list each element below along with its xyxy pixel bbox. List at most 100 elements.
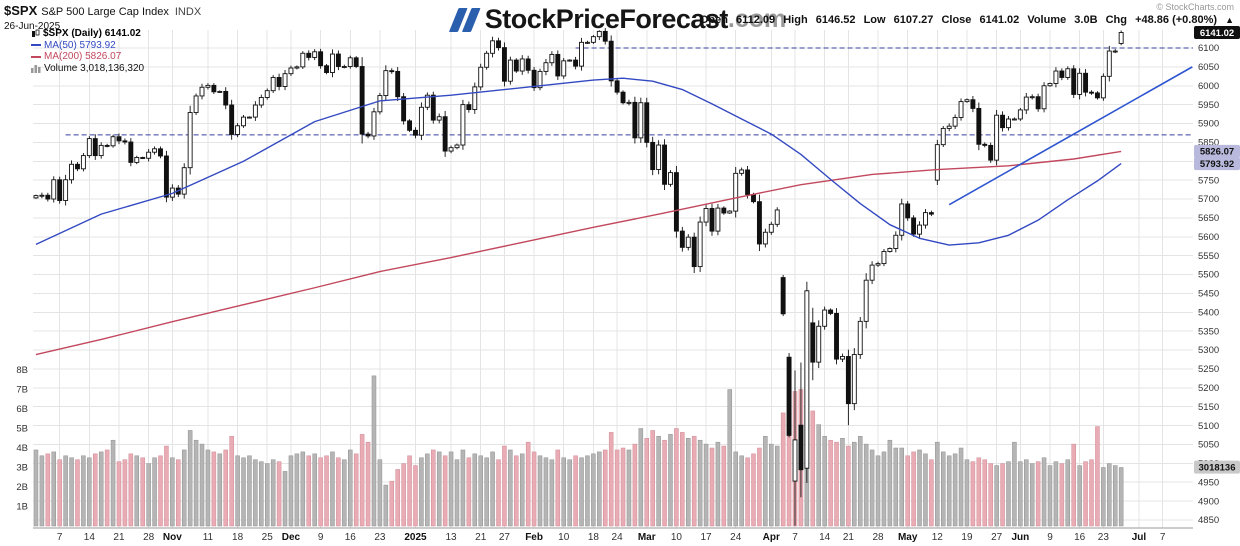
svg-text:18: 18 [232,532,244,543]
svg-text:14: 14 [84,532,96,543]
candlestick-icon [32,29,40,37]
svg-text:4B: 4B [16,443,28,454]
svg-text:21: 21 [843,532,855,543]
date-axis-labels: 7 14 21 28 Nov 11 18 25 Dec 9 16 23 2025 13 21 27 Feb 10 1… [57,532,1166,543]
svg-text:18: 18 [588,532,600,543]
ma200-marker [31,55,41,58]
svg-text:5900: 5900 [1198,119,1219,130]
svg-text:16: 16 [1074,532,1086,543]
ma200-line [35,150,1122,356]
svg-text:17: 17 [700,532,712,543]
close-label: Close [941,14,972,26]
volume-label: Volume [1027,14,1067,26]
volume-value: 3.0B [1074,14,1098,26]
exchange: INDX [174,6,202,18]
svg-text:7: 7 [792,532,798,543]
svg-text:8B: 8B [16,365,28,376]
svg-text:25: 25 [262,532,274,543]
open-label: Open [699,14,728,26]
svg-text:5550: 5550 [1198,251,1219,262]
price-axis-labels: 6100 6050 6000 5950 5900 5850 5750 5700 5650 5600… [1198,43,1219,526]
svg-text:9: 9 [318,532,324,543]
chart-date: 26-Jun-2025 [4,21,61,32]
logo-tld-text: .com [727,5,787,33]
brand-logo: StockPriceForecast .com [448,4,787,35]
svg-text:7: 7 [1160,532,1166,543]
svg-text:5950: 5950 [1198,100,1219,111]
ma50-line [35,77,1122,246]
svg-text:5650: 5650 [1198,213,1219,224]
symbol: $SPX [4,3,38,18]
svg-text:Jul: Jul [1132,532,1147,543]
svg-text:5050: 5050 [1198,440,1219,451]
svg-text:6050: 6050 [1198,62,1219,73]
svg-text:16: 16 [345,532,357,543]
legend-volume-label: Volume 3,018,136,320 [44,62,145,74]
svg-text:27: 27 [991,532,1003,543]
svg-text:13: 13 [446,532,458,543]
volume-bars-icon [31,64,41,73]
svg-text:21: 21 [113,532,125,543]
svg-text:9: 9 [1047,532,1053,543]
high-label: High [783,14,808,26]
svg-text:Nov: Nov [163,532,182,543]
high-value: 6146.52 [815,14,856,26]
svg-text:5450: 5450 [1198,289,1219,300]
index-name: S&P 500 Large Cap Index [41,6,169,18]
last-price-label: 6141.02 [1194,26,1240,40]
svg-text:5100: 5100 [1198,421,1219,432]
trendline [948,66,1193,206]
ma200-value-label: 5826.07 [1194,144,1240,158]
svg-text:Mar: Mar [638,532,656,543]
legend-ma200-label: MA(200) 5826.07 [44,51,122,62]
chg-label: Chg [1105,14,1127,26]
svg-text:5793.92: 5793.92 [1200,159,1234,170]
svg-text:5300: 5300 [1198,345,1219,356]
svg-text:5250: 5250 [1198,364,1219,375]
svg-text:14: 14 [819,532,831,543]
title-block: $SPX S&P 500 Large Cap Index INDX 26-Jun-2… [4,2,201,32]
svg-text:10: 10 [558,532,570,543]
svg-text:5150: 5150 [1198,402,1219,413]
svg-text:2025: 2025 [404,532,427,543]
svg-text:5600: 5600 [1198,232,1219,243]
low-value: 6107.27 [893,14,934,26]
svg-text:4900: 4900 [1198,496,1219,507]
svg-text:Feb: Feb [525,532,543,543]
volume-value-label: 3018136 [1194,460,1240,474]
svg-text:5350: 5350 [1198,326,1219,337]
volume-axis-labels: 8B 7B 6B 5B 4B 3B 2B 1B [16,365,28,513]
svg-text:Jun: Jun [1011,532,1029,543]
svg-text:5850: 5850 [1198,138,1219,149]
svg-text:11: 11 [203,532,214,543]
dashed-resistance-lines [65,47,1193,136]
svg-text:5750: 5750 [1198,175,1219,186]
svg-text:12: 12 [932,532,944,543]
logo-brand-text: StockPriceForecast [484,4,729,34]
volume-bars [33,375,1124,527]
svg-text:5700: 5700 [1198,194,1219,205]
svg-text:6141.02: 6141.02 [1200,28,1234,39]
svg-text:23: 23 [1098,532,1110,543]
svg-text:5500: 5500 [1198,270,1219,281]
svg-text:19: 19 [961,532,973,543]
svg-text:24: 24 [730,532,742,543]
svg-text:7: 7 [57,532,63,543]
svg-text:28: 28 [143,532,155,543]
svg-text:5200: 5200 [1198,383,1219,394]
ma50-value-label: 5793.92 [1194,157,1240,171]
svg-text:6B: 6B [16,404,28,415]
close-value: 6141.02 [979,14,1020,26]
svg-text:5400: 5400 [1198,307,1219,318]
svg-text:21: 21 [475,532,487,543]
chg-value: +48.86 (+0.80%) [1135,14,1218,26]
svg-text:4850: 4850 [1198,515,1219,526]
svg-text:May: May [898,532,918,543]
svg-text:3018136: 3018136 [1199,462,1236,473]
ma50-marker [31,44,41,47]
copyright: © StockCharts.com [1156,2,1234,12]
svg-text:24: 24 [612,532,624,543]
svg-text:6000: 6000 [1198,81,1219,92]
svg-text:5826.07: 5826.07 [1200,147,1234,158]
low-label: Low [863,14,886,26]
